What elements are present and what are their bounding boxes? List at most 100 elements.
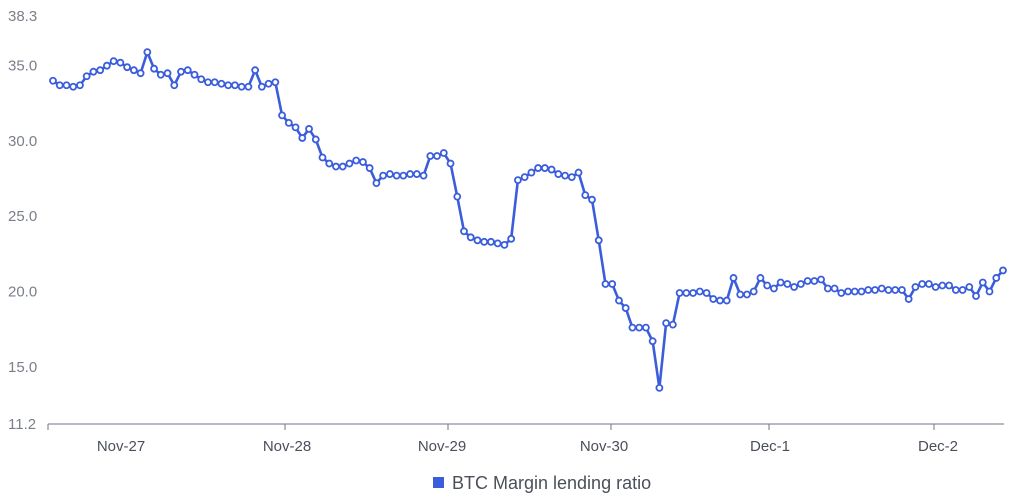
- data-point[interactable]: [951, 286, 960, 294]
- data-point[interactable]: [446, 159, 455, 168]
- data-point[interactable]: [770, 284, 778, 293]
- data-point[interactable]: [291, 123, 300, 132]
- data-point[interactable]: [904, 295, 913, 303]
- data-point[interactable]: [251, 66, 260, 75]
- data-point[interactable]: [284, 118, 293, 127]
- data-point[interactable]: [621, 304, 630, 312]
- data-point[interactable]: [965, 283, 974, 291]
- data-point[interactable]: [55, 81, 64, 90]
- data-point[interactable]: [338, 162, 347, 171]
- data-point[interactable]: [392, 171, 401, 180]
- data-point[interactable]: [884, 286, 893, 294]
- data-point[interactable]: [399, 171, 408, 180]
- data-point[interactable]: [790, 283, 799, 291]
- data-point[interactable]: [803, 277, 812, 285]
- data-point[interactable]: [359, 158, 367, 166]
- data-point[interactable]: [716, 296, 724, 305]
- data-point[interactable]: [540, 164, 549, 172]
- data-point[interactable]: [783, 280, 792, 288]
- data-point[interactable]: [985, 287, 994, 296]
- data-point[interactable]: [305, 125, 313, 133]
- data-point[interactable]: [527, 168, 536, 177]
- data-point[interactable]: [345, 159, 354, 168]
- data-point[interactable]: [103, 61, 111, 70]
- data-point[interactable]: [608, 280, 617, 288]
- data-point[interactable]: [871, 286, 879, 294]
- data-point[interactable]: [891, 286, 900, 294]
- data-point[interactable]: [116, 58, 125, 67]
- data-point[interactable]: [554, 170, 563, 178]
- data-point[interactable]: [999, 266, 1007, 275]
- data-point[interactable]: [924, 280, 933, 288]
- data-point[interactable]: [298, 134, 307, 142]
- data-point[interactable]: [163, 69, 172, 78]
- data-point[interactable]: [82, 72, 91, 81]
- data-point[interactable]: [642, 323, 650, 332]
- data-point[interactable]: [520, 173, 529, 181]
- data-point[interactable]: [695, 287, 704, 296]
- data-point[interactable]: [466, 233, 475, 242]
- data-point[interactable]: [628, 323, 637, 332]
- data-point[interactable]: [911, 283, 920, 291]
- data-point[interactable]: [123, 63, 132, 72]
- data-point[interactable]: [190, 70, 199, 79]
- data-point[interactable]: [129, 66, 138, 75]
- data-point[interactable]: [493, 239, 502, 248]
- data-point[interactable]: [143, 48, 152, 57]
- data-point[interactable]: [96, 66, 105, 75]
- data-point[interactable]: [675, 289, 684, 297]
- data-point[interactable]: [76, 81, 84, 90]
- data-point[interactable]: [224, 81, 233, 90]
- data-point[interactable]: [183, 66, 192, 75]
- data-point[interactable]: [210, 78, 219, 87]
- data-point[interactable]: [507, 234, 516, 243]
- data-point[interactable]: [601, 280, 610, 288]
- data-point[interactable]: [426, 152, 435, 160]
- legend[interactable]: BTC Margin lending ratio: [433, 473, 651, 493]
- data-point[interactable]: [473, 236, 482, 245]
- data-point[interactable]: [513, 176, 522, 185]
- data-point[interactable]: [217, 79, 226, 88]
- data-point[interactable]: [776, 278, 785, 287]
- data-point[interactable]: [898, 286, 906, 294]
- data-point[interactable]: [662, 319, 671, 328]
- data-point[interactable]: [931, 283, 940, 291]
- data-point[interactable]: [365, 164, 374, 172]
- data-point[interactable]: [352, 156, 361, 165]
- data-point[interactable]: [682, 289, 691, 297]
- legend-label[interactable]: BTC Margin lending ratio: [452, 473, 651, 493]
- data-point[interactable]: [412, 170, 421, 178]
- data-point[interactable]: [237, 82, 246, 91]
- data-point[interactable]: [480, 237, 489, 246]
- data-point[interactable]: [978, 278, 987, 287]
- data-point[interactable]: [453, 192, 462, 201]
- data-point[interactable]: [547, 165, 556, 174]
- data-point[interactable]: [817, 275, 825, 284]
- data-point[interactable]: [439, 149, 448, 157]
- data-point[interactable]: [257, 82, 266, 91]
- data-point[interactable]: [615, 296, 623, 305]
- data-point[interactable]: [136, 69, 145, 78]
- data-point[interactable]: [197, 75, 206, 84]
- data-point[interactable]: [945, 281, 953, 290]
- data-point[interactable]: [749, 287, 758, 296]
- data-point[interactable]: [332, 162, 340, 171]
- data-point[interactable]: [150, 64, 158, 73]
- data-point[interactable]: [372, 179, 381, 188]
- data-point[interactable]: [830, 284, 839, 293]
- data-point[interactable]: [325, 159, 334, 168]
- data-point[interactable]: [702, 289, 711, 297]
- data-point[interactable]: [722, 296, 731, 305]
- data-point[interactable]: [581, 191, 590, 200]
- data-point[interactable]: [500, 240, 509, 249]
- data-point[interactable]: [567, 173, 576, 181]
- data-point[interactable]: [837, 289, 846, 297]
- data-point[interactable]: [278, 111, 286, 120]
- data-point[interactable]: [156, 70, 165, 79]
- data-point[interactable]: [850, 287, 859, 296]
- data-point[interactable]: [231, 81, 239, 90]
- data-point[interactable]: [810, 277, 819, 285]
- data-point[interactable]: [864, 286, 873, 294]
- data-point[interactable]: [109, 57, 118, 66]
- data-point[interactable]: [385, 170, 394, 178]
